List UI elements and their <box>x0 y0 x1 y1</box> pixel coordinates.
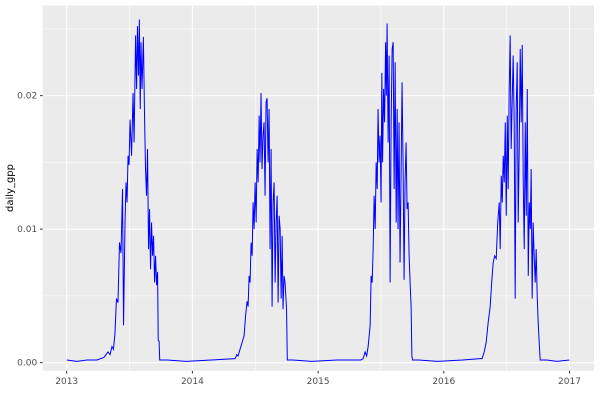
y-tick-label: 0.01 <box>17 225 37 235</box>
y-tick-label: 0.00 <box>17 359 37 369</box>
gpp-line <box>66 19 570 362</box>
x-tick-label: 2015 <box>307 377 330 387</box>
x-tick-label: 2013 <box>55 377 78 387</box>
y-axis-title: daily_gpp <box>5 164 16 212</box>
x-tick-label: 2017 <box>558 377 581 387</box>
y-tick-label: 0.02 <box>17 92 37 102</box>
x-tick-label: 2014 <box>181 377 204 387</box>
x-tick-label: 2016 <box>432 377 455 387</box>
